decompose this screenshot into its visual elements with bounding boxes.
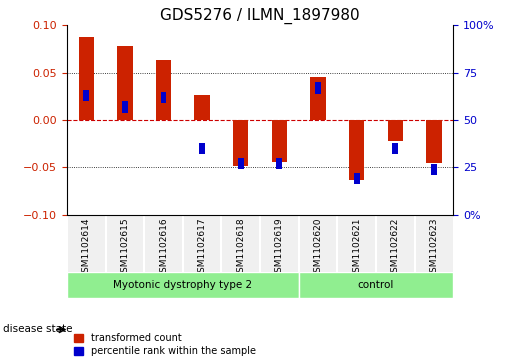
Text: GSM1102623: GSM1102623 [430, 218, 438, 278]
Bar [349, 120, 364, 180]
Bar [272, 120, 287, 162]
Bar [310, 77, 325, 120]
Bar [156, 61, 171, 120]
Bar [199, 143, 205, 154]
Bar [233, 120, 249, 166]
Bar [238, 158, 244, 170]
Text: GSM1102619: GSM1102619 [275, 218, 284, 278]
Text: GSM1102618: GSM1102618 [236, 218, 245, 278]
Text: disease state: disease state [3, 323, 72, 334]
Bar [426, 120, 442, 163]
Bar [315, 82, 321, 94]
Bar [83, 90, 89, 101]
Bar [78, 37, 94, 120]
Bar [392, 143, 398, 154]
Text: control: control [358, 280, 394, 290]
FancyBboxPatch shape [67, 272, 299, 298]
Bar [161, 92, 166, 103]
Text: Myotonic dystrophy type 2: Myotonic dystrophy type 2 [113, 280, 252, 290]
Text: GSM1102614: GSM1102614 [82, 218, 91, 278]
Title: GDS5276 / ILMN_1897980: GDS5276 / ILMN_1897980 [160, 8, 360, 24]
Bar [387, 120, 403, 141]
Text: GSM1102617: GSM1102617 [198, 218, 207, 278]
Legend: transformed count, percentile rank within the sample: transformed count, percentile rank withi… [72, 331, 258, 358]
Bar [431, 164, 437, 175]
Text: GSM1102616: GSM1102616 [159, 218, 168, 278]
Text: GSM1102621: GSM1102621 [352, 218, 361, 278]
Bar [117, 46, 133, 120]
Text: GSM1102620: GSM1102620 [314, 218, 322, 278]
Text: GSM1102622: GSM1102622 [391, 218, 400, 278]
Bar [277, 158, 282, 170]
Text: GSM1102615: GSM1102615 [121, 218, 129, 278]
FancyBboxPatch shape [299, 272, 453, 298]
Bar [354, 173, 359, 184]
Bar [194, 94, 210, 120]
Bar [122, 101, 128, 113]
